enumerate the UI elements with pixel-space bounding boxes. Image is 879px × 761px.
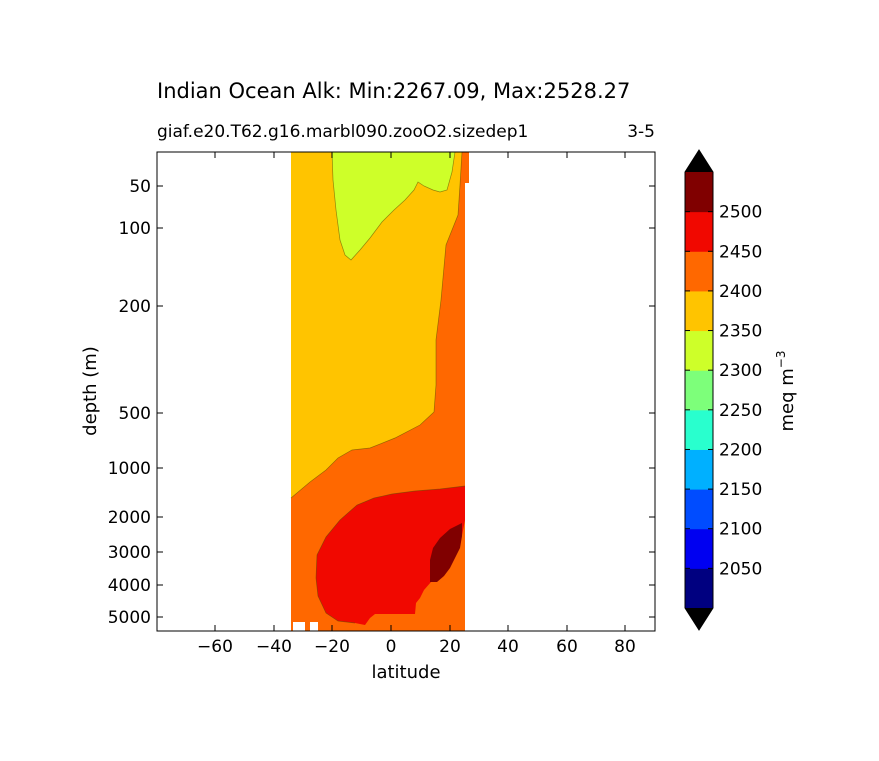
region-alk-2450-2500: [316, 486, 465, 625]
x-axis: −60 −40 −20 0 20 40 60 80 latitude: [197, 152, 636, 683]
y-tick-label: 5000: [108, 608, 151, 628]
y-tick-label: 50: [129, 177, 151, 197]
colorbar-tick-label: 2050: [719, 559, 762, 579]
colorbar-label: meq m−3: [774, 351, 798, 432]
plot-frame: [156, 151, 656, 632]
colorbar-tick-label: 2150: [719, 480, 762, 500]
colorbar-label-unit: meq m: [777, 368, 798, 431]
colorbar-tick-label: 2500: [719, 203, 762, 223]
colorbar-tick-label: 2450: [719, 242, 762, 262]
x-tick-label: −40: [256, 637, 292, 657]
colorbar-segment: [685, 568, 713, 609]
colorbar-segment: [685, 528, 713, 569]
colorbar-label-exponent: −3: [774, 351, 788, 369]
y-tick-marks: [157, 185, 655, 618]
region-alk-2350-2400: [291, 152, 462, 498]
x-tick-label: 20: [439, 637, 461, 657]
chart-title: Indian Ocean Alk: Min:2267.09, Max:2528.…: [157, 79, 630, 103]
plot-area: [156, 151, 656, 632]
colorbar-segment: [685, 330, 713, 371]
chart-subtitle: giaf.e20.T62.g16.marbl090.zooO2.sizedep1: [157, 122, 528, 142]
x-tick-label: 0: [386, 637, 397, 657]
colorbar-tick-label: 2100: [719, 520, 762, 540]
colorbar-outline: [684, 149, 714, 631]
colorbar-segment: [685, 370, 713, 411]
contour-regions: [291, 152, 469, 631]
colorbar-ticks: 2050 2100 2150 2200 2250 2300 2350 2400 2450 2500: [685, 203, 762, 579]
colorbar-segment: [685, 409, 713, 450]
y-tick-label: 3000: [108, 543, 151, 563]
colorbar-segment: [685, 211, 713, 252]
colorbar-tick-label: 2350: [719, 322, 762, 342]
colorbar-tick-label: 2250: [719, 401, 762, 421]
colorbar-tick-label: 2300: [719, 361, 762, 381]
y-tick-label: 200: [119, 297, 151, 317]
x-axis-label: latitude: [371, 662, 440, 683]
x-tick-marks: [214, 152, 626, 631]
colorbar-extend-bottom: [685, 608, 713, 630]
colorbar-segment: [685, 172, 713, 213]
x-tick-label: 40: [497, 637, 519, 657]
colorbar-tick-label: 2400: [719, 282, 762, 302]
x-tick-label: 60: [556, 637, 578, 657]
chart-subtitle-right: 3-5: [627, 122, 655, 142]
seafloor-mask: [293, 622, 318, 631]
region-alk-2300-2350: [332, 152, 455, 260]
colorbar-segment: [685, 290, 713, 332]
y-tick-label: 1000: [108, 459, 151, 479]
y-tick-label: 4000: [108, 576, 151, 596]
y-tick-label: 100: [119, 219, 151, 239]
region-alk-2500-2550: [430, 523, 462, 582]
x-tick-label: 80: [614, 637, 636, 657]
colorbar-segment: [685, 449, 713, 490]
y-axis-label: depth (m): [80, 346, 101, 436]
contour-lines: [290, 151, 466, 624]
y-axis: 50 100 200 500 1000 2000 3000 4000 5000 …: [80, 177, 655, 628]
colorbar-segments: [685, 172, 713, 609]
x-tick-label: −20: [314, 637, 350, 657]
y-tick-label: 500: [119, 404, 151, 424]
colorbar: 2050 2100 2150 2200 2250 2300 2350 2400 2450 2500…: [684, 149, 798, 631]
colorbar-tick-label: 2200: [719, 440, 762, 460]
y-tick-label: 2000: [108, 508, 151, 528]
x-tick-label: −60: [197, 637, 233, 657]
colorbar-segment: [685, 489, 713, 530]
colorbar-segment: [685, 251, 713, 292]
colorbar-extend-top: [685, 150, 713, 172]
